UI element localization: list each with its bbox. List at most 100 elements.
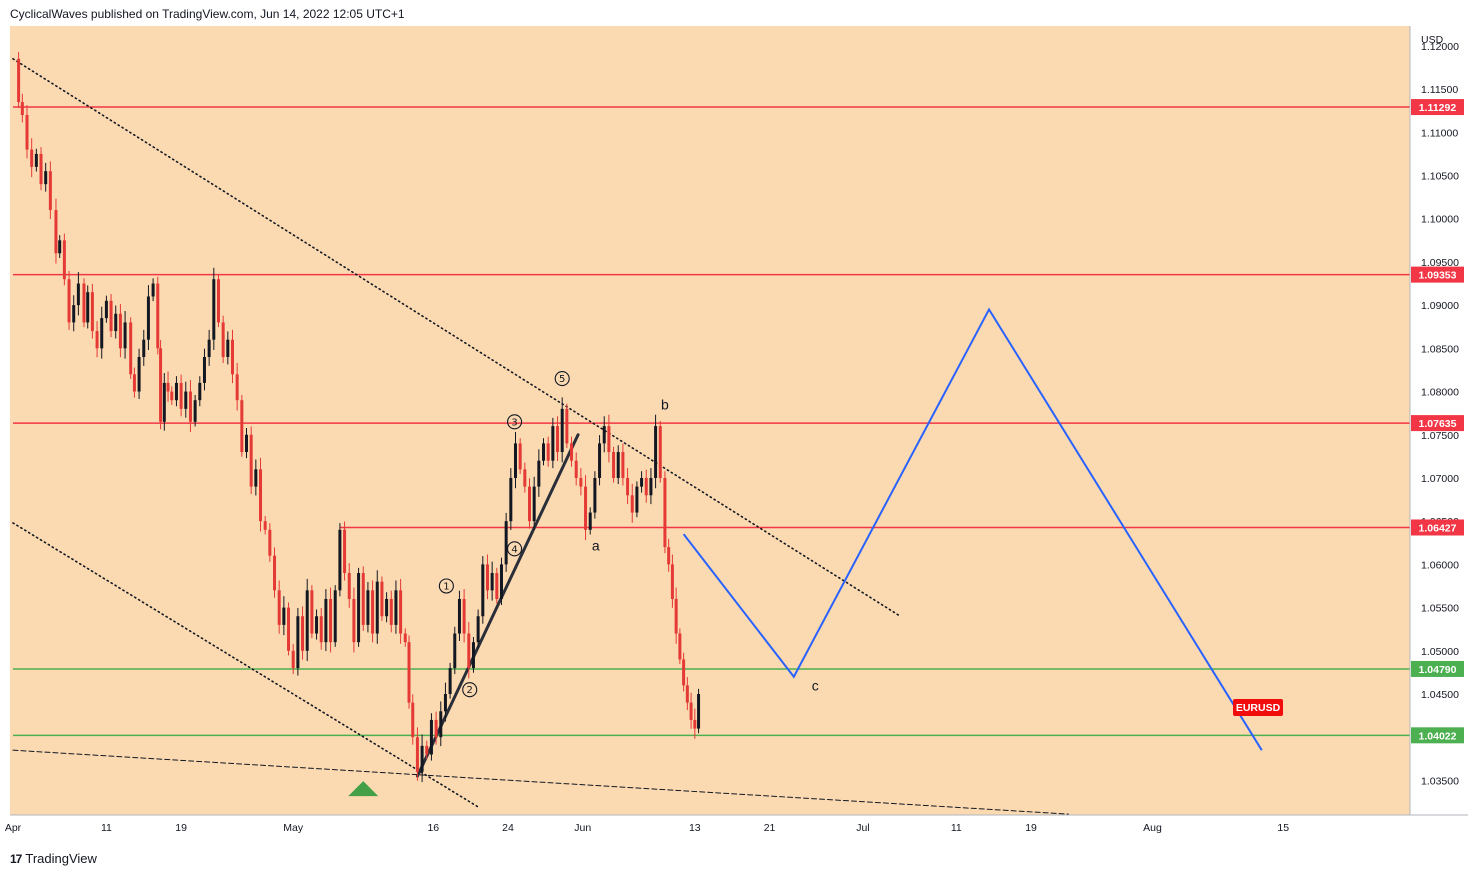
wave-label-a[interactable]: a xyxy=(592,537,600,553)
candle[interactable] xyxy=(132,367,136,398)
candle[interactable] xyxy=(375,570,379,644)
candle[interactable] xyxy=(697,688,701,734)
candle[interactable] xyxy=(532,476,536,531)
candle[interactable] xyxy=(499,557,503,606)
candle[interactable] xyxy=(34,148,38,172)
symbol-tag-label[interactable]: EURUSD xyxy=(1236,702,1281,714)
candle[interactable] xyxy=(184,381,188,418)
candle[interactable] xyxy=(635,481,639,518)
candle[interactable] xyxy=(670,554,674,608)
candle[interactable] xyxy=(385,592,389,623)
candle[interactable] xyxy=(399,578,403,644)
candle[interactable] xyxy=(523,462,527,493)
candle[interactable] xyxy=(612,446,616,483)
candle[interactable] xyxy=(221,315,225,364)
candle[interactable] xyxy=(72,295,76,332)
wave-label-b[interactable]: b xyxy=(661,397,669,413)
candle[interactable] xyxy=(193,395,197,427)
candle[interactable] xyxy=(630,483,634,523)
candle[interactable] xyxy=(518,438,522,474)
impulse-trendline[interactable] xyxy=(415,433,580,778)
candle[interactable] xyxy=(551,417,555,469)
candle[interactable] xyxy=(30,138,34,178)
candle[interactable] xyxy=(588,507,592,535)
candle[interactable] xyxy=(682,652,686,692)
candle[interactable] xyxy=(574,452,578,486)
candle[interactable] xyxy=(598,435,602,486)
candle[interactable] xyxy=(156,276,160,355)
candle[interactable] xyxy=(420,734,424,783)
candle[interactable] xyxy=(39,147,43,191)
candle[interactable] xyxy=(415,727,419,781)
candle[interactable] xyxy=(100,306,104,359)
candle[interactable] xyxy=(235,362,239,411)
candle[interactable] xyxy=(621,443,625,486)
candle[interactable] xyxy=(537,449,541,497)
candle[interactable] xyxy=(123,311,127,359)
candle[interactable] xyxy=(509,468,513,531)
candle[interactable] xyxy=(476,609,480,649)
candle[interactable] xyxy=(429,713,433,761)
candle[interactable] xyxy=(249,426,253,495)
candle[interactable] xyxy=(324,589,328,652)
candle[interactable] xyxy=(689,692,693,729)
candle[interactable] xyxy=(245,428,248,459)
candle[interactable] xyxy=(188,380,192,433)
candle[interactable] xyxy=(453,626,457,675)
candle[interactable] xyxy=(481,556,485,624)
candle[interactable] xyxy=(268,523,272,562)
candle[interactable] xyxy=(333,585,337,647)
candle[interactable] xyxy=(443,682,447,722)
candle[interactable] xyxy=(166,371,170,402)
candle[interactable] xyxy=(86,285,90,329)
candle[interactable] xyxy=(602,416,606,453)
candle[interactable] xyxy=(584,475,588,541)
candle[interactable] xyxy=(407,635,411,709)
candle[interactable] xyxy=(44,162,48,192)
candle[interactable] xyxy=(674,587,678,644)
candle[interactable] xyxy=(462,589,466,643)
candle[interactable] xyxy=(546,436,550,467)
candle[interactable] xyxy=(504,512,508,572)
wave-label-c[interactable]: c xyxy=(812,677,819,693)
candle[interactable] xyxy=(357,567,361,647)
candle[interactable] xyxy=(467,622,471,679)
candle[interactable] xyxy=(471,636,475,673)
candle[interactable] xyxy=(593,471,597,519)
candle[interactable] xyxy=(542,438,546,466)
candle[interactable] xyxy=(495,567,499,604)
candle[interactable] xyxy=(291,644,295,675)
candle[interactable] xyxy=(17,52,21,109)
candle[interactable] xyxy=(67,270,71,330)
candle[interactable] xyxy=(207,329,211,366)
candle[interactable] xyxy=(640,471,644,493)
candle[interactable] xyxy=(649,468,653,505)
candle[interactable] xyxy=(579,468,583,496)
candle[interactable] xyxy=(448,662,452,699)
candle[interactable] xyxy=(226,331,230,365)
candle[interactable] xyxy=(104,295,108,323)
candle[interactable] xyxy=(118,303,122,358)
candle[interactable] xyxy=(82,278,86,328)
candle[interactable] xyxy=(62,233,66,286)
candle[interactable] xyxy=(371,580,375,643)
candle[interactable] xyxy=(528,478,532,529)
candle[interactable] xyxy=(644,469,648,503)
plot-area[interactable] xyxy=(10,26,1410,815)
candle[interactable] xyxy=(310,585,314,639)
candle[interactable] xyxy=(254,459,258,496)
candle[interactable] xyxy=(329,587,333,653)
candle[interactable] xyxy=(170,386,174,405)
candle[interactable] xyxy=(658,420,662,483)
candle[interactable] xyxy=(556,416,560,461)
candle[interactable] xyxy=(137,348,141,400)
candle[interactable] xyxy=(142,329,146,366)
candle[interactable] xyxy=(434,711,438,745)
candle[interactable] xyxy=(48,161,52,219)
candle[interactable] xyxy=(25,105,29,159)
candle[interactable] xyxy=(667,538,671,572)
candle[interactable] xyxy=(212,267,216,350)
candle[interactable] xyxy=(296,607,300,676)
candle[interactable] xyxy=(439,701,443,747)
candle[interactable] xyxy=(389,590,393,633)
